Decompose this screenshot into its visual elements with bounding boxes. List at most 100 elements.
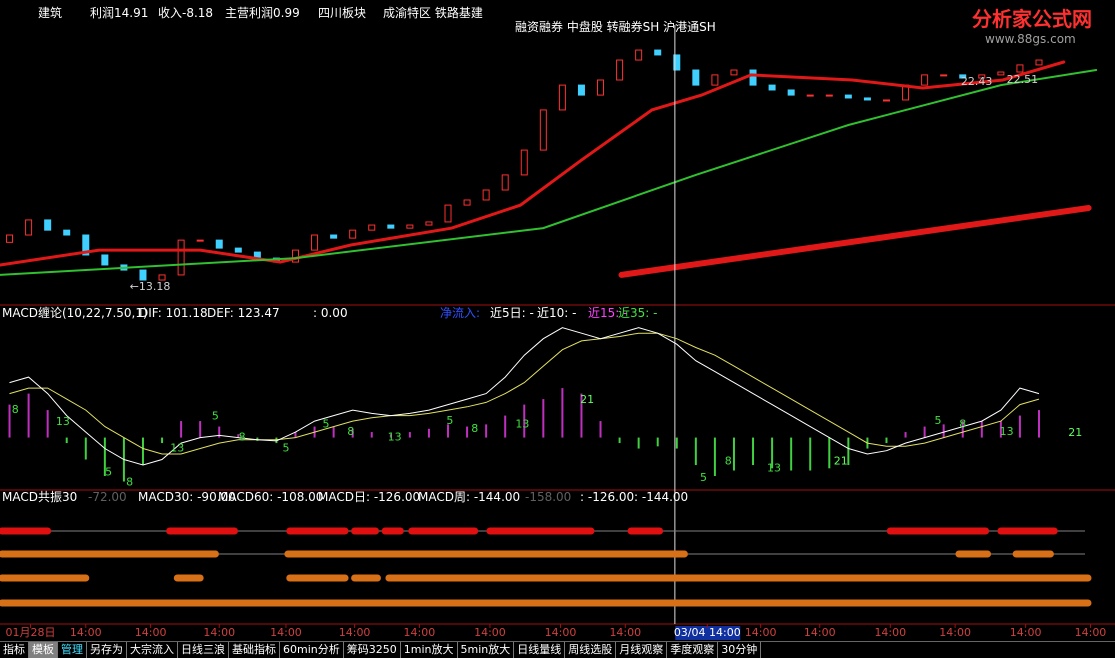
resonance-value: MACD60: -108.00 xyxy=(218,490,324,504)
tab[interactable]: 另存为 xyxy=(87,642,127,658)
candle xyxy=(520,149,528,176)
time-label: 14:00 xyxy=(70,626,102,639)
tab[interactable]: 周线选股 xyxy=(565,642,617,658)
candle xyxy=(921,74,929,86)
resonance-title: MACD共振30 xyxy=(2,490,78,504)
tab[interactable]: 季度观察 xyxy=(667,642,719,658)
count-label: 5 xyxy=(700,471,707,484)
resonance-value: : -144.00 xyxy=(634,490,689,504)
candle xyxy=(616,59,624,81)
moving-average xyxy=(618,205,1092,278)
time-label: 14:00 xyxy=(1075,626,1107,639)
candle xyxy=(139,269,147,281)
resonance-value: MACD30: -90.00 xyxy=(138,490,236,504)
inflow-15: 近15: - xyxy=(588,306,628,320)
info: 利润14.91 xyxy=(90,6,149,20)
time-label: 03/04 14:00 xyxy=(674,626,741,639)
count-label: 8 xyxy=(239,431,246,444)
tab[interactable]: 指标 xyxy=(0,642,29,658)
time-label: 14:00 xyxy=(474,626,506,639)
chart: ←13.18 22.43 22.51 8 13 5 8 13 5 8 5 5 8 13 5 8 13 21 5 8 13… xyxy=(0,25,1115,640)
info: 四川板块 xyxy=(318,6,367,20)
count-label: 5 xyxy=(105,466,112,479)
candle xyxy=(101,254,109,266)
info: 主营利润0.99 xyxy=(225,6,300,20)
stock-name: 建筑 xyxy=(38,6,63,20)
time-label: 14:00 xyxy=(404,626,436,639)
resonance-value: MACD日: -126.00 xyxy=(318,490,421,504)
candle xyxy=(673,54,681,71)
tab[interactable]: 筹码3250 xyxy=(344,642,401,658)
watermark-url: www.88gs.com xyxy=(985,32,1076,46)
tab[interactable]: 60min分析 xyxy=(280,642,344,658)
candle xyxy=(25,219,33,236)
count-label: 21 xyxy=(1068,426,1082,439)
candle xyxy=(825,94,833,97)
candle xyxy=(1035,59,1043,66)
candle xyxy=(844,94,852,99)
candle xyxy=(978,74,986,79)
inflow-35: 近35: - xyxy=(618,306,658,320)
dea-label: DEF: 123.47 xyxy=(207,306,280,320)
candle xyxy=(330,234,338,239)
dif-label: DIF: 101.18 xyxy=(139,306,208,320)
tab[interactable]: 日线量线 xyxy=(514,642,566,658)
time-label: 14:00 xyxy=(339,626,371,639)
price-annotation: 22.43 xyxy=(961,75,993,88)
candle xyxy=(158,274,166,281)
tab[interactable]: 日线三浪 xyxy=(178,642,229,658)
candle xyxy=(387,224,395,229)
candle xyxy=(654,49,662,56)
count-label: 13 xyxy=(1000,425,1014,438)
inflow-label: 净流入: xyxy=(440,306,481,320)
candle xyxy=(368,224,376,231)
tab[interactable]: 大宗流入 xyxy=(127,642,178,658)
tab[interactable]: 模板 xyxy=(29,642,58,658)
time-label: 14:00 xyxy=(203,626,235,639)
count-label: 8 xyxy=(471,422,478,435)
time-label: 14:00 xyxy=(609,626,641,639)
resonance-value: -158.00 xyxy=(525,490,572,504)
candle xyxy=(6,234,14,243)
candle xyxy=(882,99,890,102)
tab[interactable]: 5min放大 xyxy=(458,642,515,658)
candle xyxy=(501,174,509,191)
resonance-value: -72.00 xyxy=(88,490,127,504)
candle xyxy=(730,69,738,76)
tab[interactable]: 管理 xyxy=(58,642,87,658)
candle xyxy=(959,74,967,79)
candle xyxy=(177,239,185,276)
candle xyxy=(463,199,471,206)
candle xyxy=(234,247,242,253)
count-label: 5 xyxy=(934,414,941,427)
candle xyxy=(863,97,871,101)
candle xyxy=(597,79,605,96)
time-label: 14:00 xyxy=(545,626,577,639)
tab[interactable]: 基础指标 xyxy=(229,642,280,658)
count-label: 21 xyxy=(580,393,594,406)
time-label: 14:00 xyxy=(939,626,971,639)
watermark-title: 分析家公式网 xyxy=(972,7,1092,31)
dea-line xyxy=(9,332,1040,455)
candle xyxy=(406,224,414,229)
time-label: 14:00 xyxy=(270,626,302,639)
time-label: 01月28日 xyxy=(6,626,56,639)
time-label: 14:00 xyxy=(1010,626,1042,639)
zero-label: : 0.00 xyxy=(313,306,348,320)
tab[interactable]: 月线观察 xyxy=(616,642,668,658)
candle xyxy=(1016,64,1024,73)
moving-average xyxy=(0,60,1066,267)
dif-line xyxy=(9,327,1040,466)
candle xyxy=(425,221,433,226)
time-label: 14:00 xyxy=(135,626,167,639)
candle xyxy=(44,219,52,231)
candle xyxy=(997,71,1005,76)
info: 收入-8.18 xyxy=(158,6,214,20)
candle xyxy=(692,69,700,86)
tab[interactable]: 1min放大 xyxy=(401,642,458,658)
inflow-10: 近10: - xyxy=(537,306,577,320)
tab[interactable]: 30分钟 xyxy=(718,642,762,658)
candle xyxy=(196,239,204,242)
count-label: 5 xyxy=(212,410,219,423)
